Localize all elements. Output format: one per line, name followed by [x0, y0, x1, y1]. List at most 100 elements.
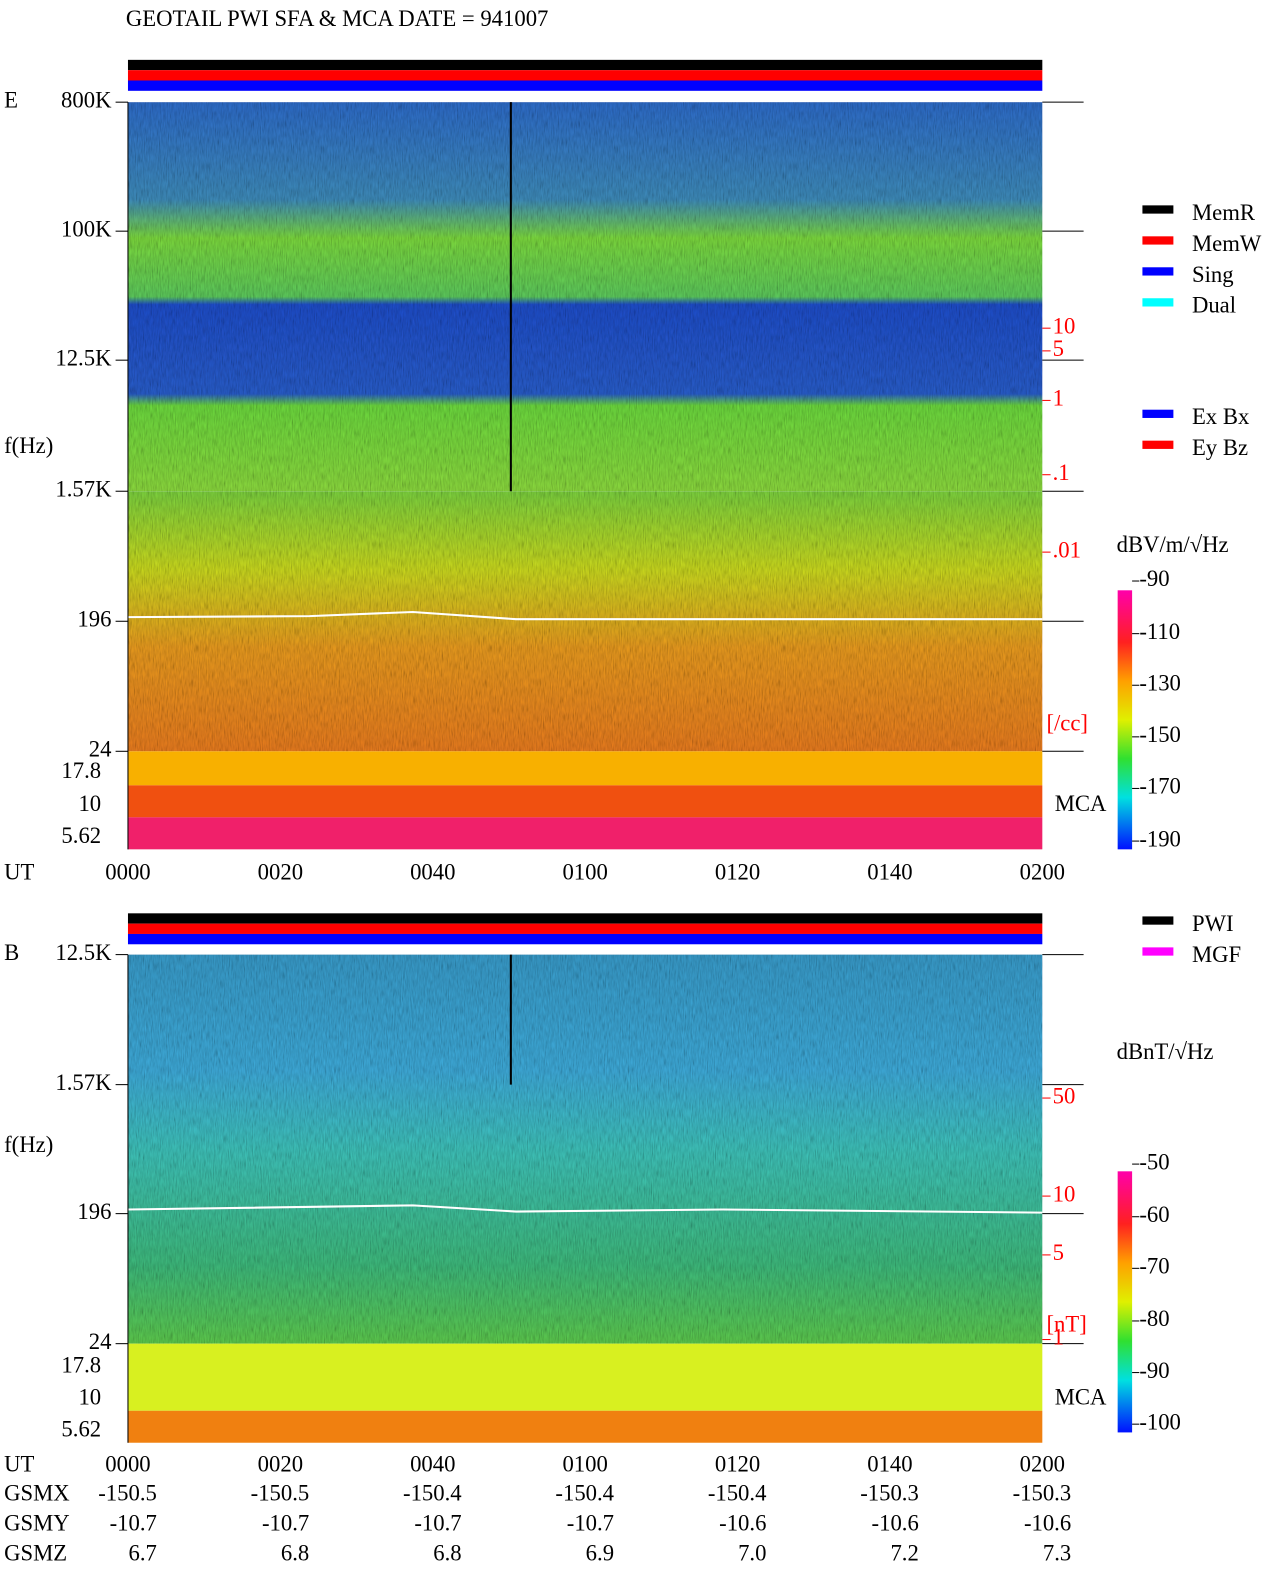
x-tick-label: 0200 — [1020, 1452, 1065, 1477]
panel-label: E — [4, 87, 18, 112]
status-bar — [127, 59, 1043, 71]
orbit-value: -10.7 — [567, 1510, 614, 1535]
y-axis-label: f(Hz) — [4, 433, 53, 458]
spectrogram — [127, 491, 1043, 752]
mca-tick-label: 17.8 — [61, 758, 101, 783]
legend-swatch — [1142, 205, 1174, 214]
density-tick: 5 — [1053, 1240, 1064, 1265]
density-unit: [nT] — [1046, 1311, 1086, 1336]
orbit-label: GSMY — [4, 1510, 70, 1535]
density-tick: 1 — [1053, 1325, 1064, 1350]
orbit-value: 6.9 — [586, 1540, 614, 1565]
mca-band — [127, 1410, 1043, 1443]
orbit-value: 6.8 — [433, 1540, 461, 1565]
orbit-value: 6.8 — [281, 1540, 309, 1565]
orbit-value: 7.2 — [890, 1540, 918, 1565]
time-axis-label: UT — [4, 1452, 34, 1477]
colorbar-tick: -90 — [1139, 566, 1169, 591]
colorbar — [1117, 1171, 1133, 1433]
orbit-value: -150.4 — [403, 1481, 462, 1506]
status-bar — [127, 70, 1043, 81]
density-tick: .01 — [1053, 537, 1081, 562]
colorbar-tick: -130 — [1139, 670, 1181, 695]
panel-label: B — [4, 940, 19, 965]
plasma-line — [127, 610, 1043, 621]
orbit-value: 7.0 — [738, 1540, 766, 1565]
orbit-value: -150.4 — [555, 1481, 614, 1506]
mca-tick-label: 10 — [78, 791, 101, 816]
legend-label: Dual — [1192, 293, 1236, 318]
x-tick-label: 0100 — [562, 859, 607, 884]
status-bar — [127, 933, 1043, 945]
y-axis-label: f(Hz) — [4, 1132, 53, 1157]
x-tick-label: 0120 — [715, 859, 760, 884]
status-bar — [127, 913, 1043, 924]
x-tick-label: 0040 — [410, 859, 455, 884]
status-bar — [127, 80, 1043, 91]
time-axis-label: UT — [4, 859, 34, 884]
x-tick-label: 0200 — [1020, 859, 1065, 884]
orbit-value: -10.7 — [414, 1510, 461, 1535]
y-tick-label: 1.57K — [55, 1070, 112, 1095]
legend-swatch — [1142, 947, 1174, 956]
colorbar-tick: -50 — [1139, 1149, 1169, 1174]
colorbar-tick: -190 — [1139, 826, 1181, 851]
mca-tick-label: 5.62 — [61, 1417, 101, 1442]
legend-label: MemR — [1192, 200, 1256, 225]
spectrogram — [127, 102, 1043, 492]
legend-swatch — [1142, 267, 1174, 276]
orbit-value: -150.3 — [860, 1481, 919, 1506]
density-tick: 50 — [1053, 1083, 1076, 1108]
spectrogram — [127, 954, 1043, 1344]
y-tick-label: 24 — [89, 1329, 112, 1354]
legend-label: Sing — [1192, 262, 1234, 287]
colorbar-tick: -110 — [1139, 619, 1180, 644]
legend-label: Ex Bx — [1192, 404, 1250, 429]
x-tick-label: 0020 — [258, 1452, 303, 1477]
y-tick-label: 196 — [77, 606, 111, 631]
x-tick-label: 0000 — [105, 1452, 150, 1477]
density-tick: .1 — [1053, 460, 1070, 485]
density-tick: 5 — [1053, 336, 1064, 361]
orbit-value: 6.7 — [129, 1540, 157, 1565]
mca-tick-label: 5.62 — [61, 823, 101, 848]
legend-swatch — [1142, 298, 1174, 307]
colorbar-unit: dBnT/√Hz — [1117, 1039, 1214, 1064]
status-bar — [127, 923, 1043, 934]
mca-tick-label: 10 — [78, 1385, 101, 1410]
orbit-value: -150.3 — [1013, 1481, 1072, 1506]
orbit-value: -10.7 — [262, 1510, 309, 1535]
mca-label: MCA — [1055, 1385, 1107, 1410]
density-tick: 1 — [1053, 386, 1064, 411]
mca-band — [127, 1343, 1043, 1411]
mca-band — [127, 817, 1043, 850]
title: GEOTAIL PWI SFA & MCA DATE = 941007 — [126, 6, 549, 31]
mca-band — [127, 785, 1043, 818]
x-tick-label: 0020 — [258, 859, 303, 884]
orbit-value: -150.5 — [251, 1481, 310, 1506]
density-tick: 10 — [1053, 1181, 1076, 1206]
orbit-label: GSMZ — [4, 1540, 67, 1565]
density-unit: [/cc] — [1046, 711, 1088, 736]
legend-swatch — [1142, 236, 1174, 245]
x-tick-label: 0040 — [410, 1452, 455, 1477]
colorbar-tick: -150 — [1139, 722, 1181, 747]
mca-band — [127, 751, 1043, 786]
orbit-value: -10.6 — [1024, 1510, 1071, 1535]
y-tick-label: 196 — [77, 1199, 111, 1224]
y-tick-label: 1.57K — [55, 476, 112, 501]
y-tick-label: 12.5K — [55, 940, 112, 965]
x-tick-label: 0140 — [867, 859, 912, 884]
orbit-label: GSMX — [4, 1481, 70, 1506]
colorbar-tick: -90 — [1139, 1358, 1169, 1383]
y-tick-label: 24 — [89, 736, 112, 761]
orbit-value: -10.7 — [110, 1510, 157, 1535]
orbit-value: -150.4 — [708, 1481, 767, 1506]
density-tick: 10 — [1053, 313, 1076, 338]
plot-root: GEOTAIL PWI SFA & MCA DATE = 941007 Ef(H… — [4, 6, 1262, 1566]
colorbar-tick: -100 — [1139, 1409, 1181, 1434]
colorbar-tick: -60 — [1139, 1202, 1169, 1227]
x-tick-label: 0000 — [105, 859, 150, 884]
legend-swatch — [1142, 440, 1174, 449]
